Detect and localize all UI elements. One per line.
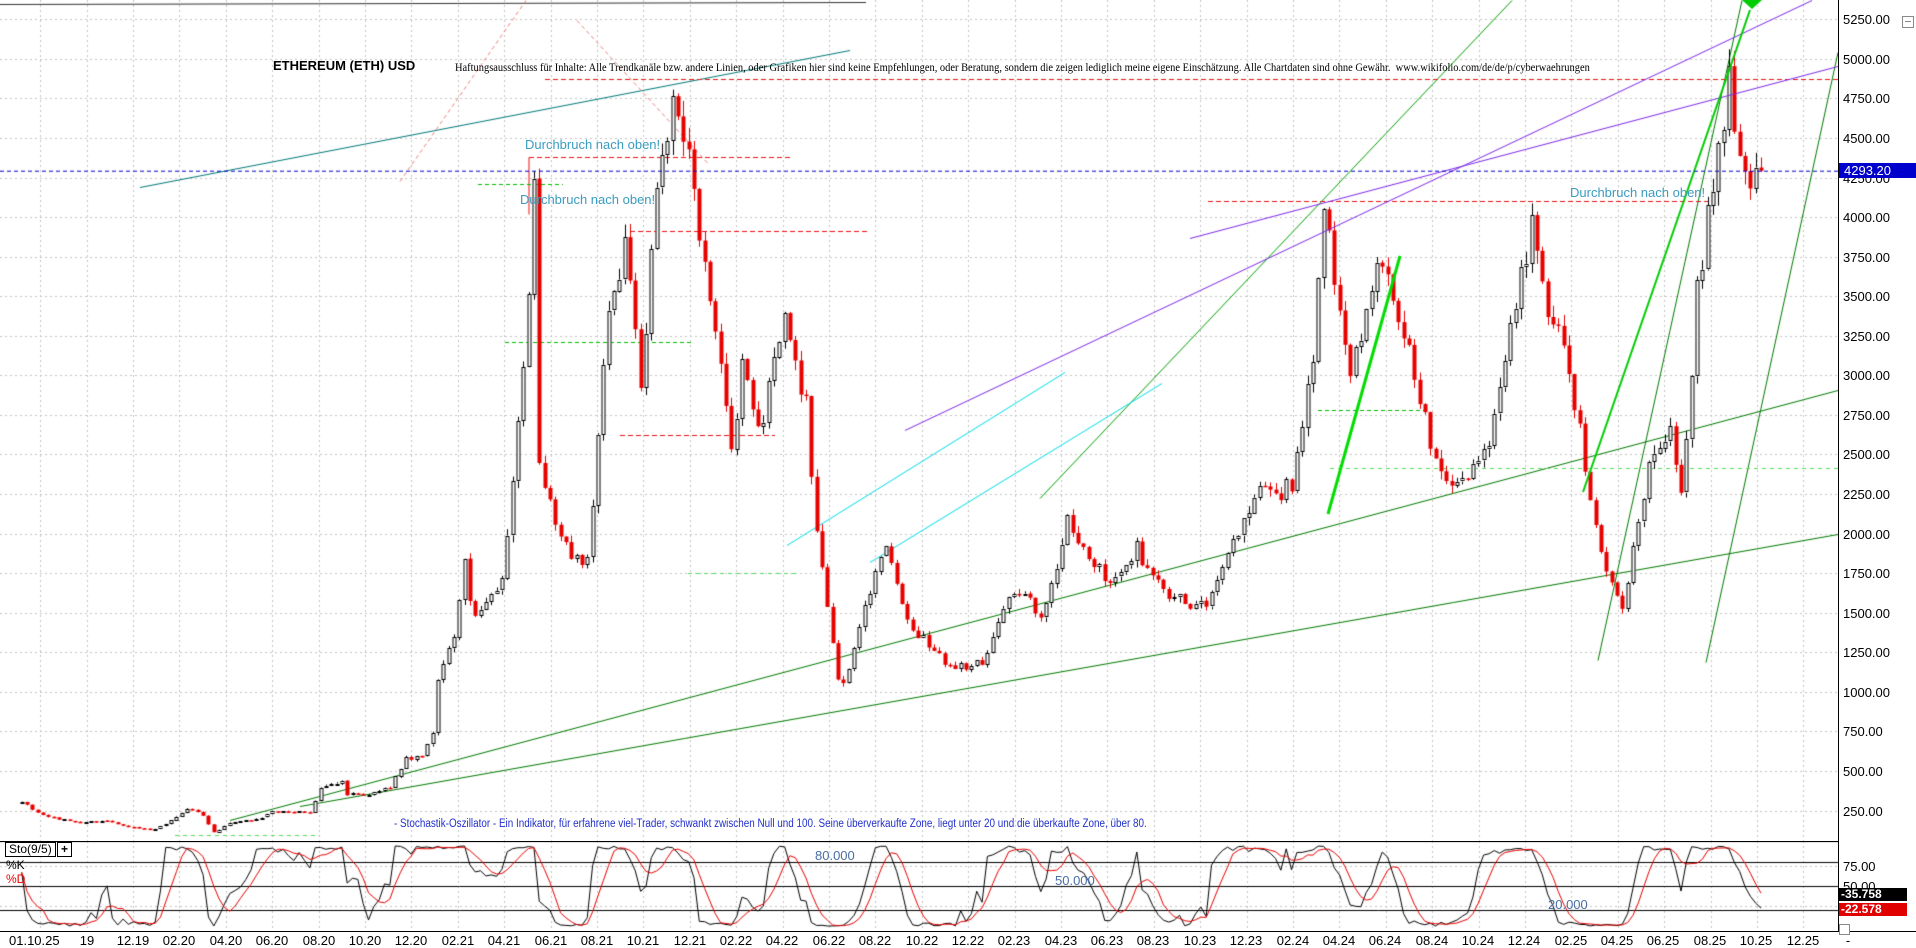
oscillator-level-label: 50.000 [1055,873,1095,888]
price-chart-canvas[interactable] [0,0,1838,841]
date-axis-label: 08.21 [580,933,614,948]
date-axis-label: 06.22 [812,933,846,948]
stochastic-oscillator-canvas[interactable] [0,841,1838,931]
date-axis-label: 04.23 [1044,933,1078,948]
price-axis-label: 1500.00 [1843,606,1890,621]
date-axis-label: 08.20 [302,933,336,948]
date-axis-label: 10.25 [1739,933,1773,948]
axis-separator [0,931,1916,932]
percent-d-value-badge: -22.578 [1839,903,1907,916]
date-axis-label: 12.21 [673,933,707,948]
oscillator-description: - Stochastik-Oszillator - Ein Indikator,… [394,818,1147,830]
oscillator-level-label: 20.000 [1548,897,1588,912]
percent-k-label: %K [6,858,25,872]
price-axis-label: 3000.00 [1843,368,1890,383]
date-axis-label: 04.24 [1322,933,1356,948]
oscillator-axis-label: 75.00 [1843,859,1876,874]
panel-resize-icon[interactable] [1839,924,1850,935]
price-axis-label: 1750.00 [1843,566,1890,581]
date-axis-label: 08.23 [1136,933,1170,948]
breakout-annotation: Durchbruch nach oben! [525,137,661,152]
oscillator-level-label: 80.000 [815,848,855,863]
date-axis-label: 06.25 [1646,933,1680,948]
price-axis-label: 4750.00 [1843,91,1890,106]
date-axis-label: 01.10.25 [9,933,60,948]
price-axis-label: 2000.00 [1843,527,1890,542]
price-axis-label: 750.00 [1843,724,1883,739]
date-axis-label: 04.25 [1600,933,1634,948]
date-axis-label: - [1845,933,1851,948]
percent-d-label: %D [6,872,26,886]
date-axis-label: 19 [79,933,95,948]
date-axis-label: 06.21 [534,933,568,948]
date-axis-label: 10.24 [1461,933,1495,948]
price-axis-label: 2500.00 [1843,447,1890,462]
date-axis-label: 04.21 [487,933,521,948]
price-axis-label: 500.00 [1843,764,1883,779]
date-axis-label: 06.23 [1090,933,1124,948]
date-axis-label: 08.24 [1415,933,1449,948]
date-axis-label: 10.20 [348,933,382,948]
last-price-badge: 4293.20 [1839,163,1916,178]
date-axis-label: 10.23 [1183,933,1217,948]
chart-title: ETHEREUM (ETH) USD [273,58,416,73]
date-axis-label: 04.20 [209,933,243,948]
date-axis-label: 10.22 [905,933,939,948]
price-axis-label: 3750.00 [1843,250,1890,265]
price-axis-label: 4500.00 [1843,131,1890,146]
date-axis-label: 02.25 [1554,933,1588,948]
disclaimer-text: Haftungsausschluss für Inhalte: Alle Tre… [455,60,1590,74]
price-axis-label: 2750.00 [1843,408,1890,423]
price-axis-label: 1000.00 [1843,685,1890,700]
percent-k-value-badge: -35.758 [1839,888,1907,901]
price-axis-label: 250.00 [1843,804,1883,819]
panel-separator-top [0,841,1838,842]
date-axis-label: 12.22 [951,933,985,948]
date-axis-label: 08.22 [858,933,892,948]
date-axis-label: 08.25 [1693,933,1727,948]
date-axis-label: 02.22 [719,933,753,948]
date-axis-label: 02.20 [162,933,196,948]
oscillator-name-box[interactable]: Sto(9/5) [5,842,56,857]
date-axis-label: 12.23 [1229,933,1263,948]
price-axis-label: 1250.00 [1843,645,1890,660]
breakout-annotation: Durchbruch nach oben! [520,192,656,207]
date-axis-label: 02.23 [997,933,1031,948]
date-axis-label: 12.20 [394,933,428,948]
date-axis-label: 12.25 [1786,933,1820,948]
oscillator-expand-icon[interactable]: + [57,842,72,857]
date-axis-label: 12.19 [116,933,150,948]
plot-right-border [1838,0,1839,931]
date-axis-label: 10.21 [626,933,660,948]
price-axis-label: 3500.00 [1843,289,1890,304]
date-axis-label: 04.22 [765,933,799,948]
price-axis-label: 2250.00 [1843,487,1890,502]
breakout-annotation: Durchbruch nach oben! [1570,185,1706,200]
price-axis-label: 5000.00 [1843,52,1890,67]
date-axis-label: 06.24 [1368,933,1402,948]
date-axis-label: 02.24 [1276,933,1310,948]
date-axis-label: 06.20 [255,933,289,948]
price-axis-label: 4000.00 [1843,210,1890,225]
price-axis-label: 5250.00 [1843,12,1890,27]
date-axis-label: 12.24 [1507,933,1541,948]
date-axis-label: 02.21 [441,933,475,948]
price-axis-label: 3250.00 [1843,329,1890,344]
collapse-panel-icon[interactable] [1902,16,1914,28]
